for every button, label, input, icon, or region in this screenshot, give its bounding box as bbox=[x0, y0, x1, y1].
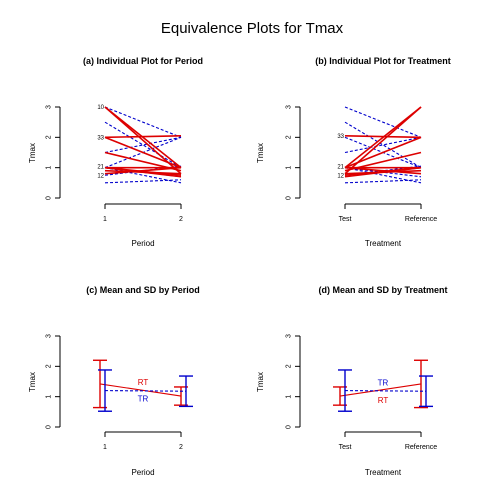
y-tick-label: 1 bbox=[45, 166, 52, 170]
panel-b-xlabel: Treatment bbox=[365, 239, 402, 248]
panel-a: (a) Individual Plot for Period Period Tm… bbox=[28, 56, 203, 248]
series-label-rt: RT bbox=[138, 378, 149, 387]
y-tick-label: 1 bbox=[285, 395, 292, 399]
y-tick-label: 3 bbox=[285, 105, 292, 109]
subject-line-tr bbox=[344, 179, 422, 184]
panel-a-ylabel: Tmax bbox=[28, 143, 37, 163]
x-tick-label: Test bbox=[339, 216, 352, 223]
y-tick-label: 3 bbox=[285, 334, 292, 338]
panel-b: (b) Individual Plot for Treatment Treatm… bbox=[256, 56, 451, 248]
y-tick-label: 2 bbox=[45, 135, 52, 139]
subject-line-tr bbox=[344, 136, 422, 154]
subject-line-rt bbox=[344, 166, 422, 175]
figure-title: Equivalence Plots for Tmax bbox=[161, 20, 344, 37]
panel-b-ylabel: Tmax bbox=[256, 143, 265, 163]
subject-line-rt bbox=[104, 169, 182, 175]
panel-d: (d) Mean and SD by Treatment Treatment T… bbox=[256, 285, 448, 477]
panel-a-title: (a) Individual Plot for Period bbox=[83, 56, 203, 66]
y-tick-label: 2 bbox=[285, 364, 292, 368]
panel-c-ylabel: Tmax bbox=[28, 372, 37, 392]
point-label: 10 bbox=[97, 105, 104, 111]
y-tick-label: 0 bbox=[45, 425, 52, 429]
y-tick-label: 0 bbox=[45, 196, 52, 200]
subject-line-tr bbox=[104, 179, 182, 184]
subject-line-tr bbox=[344, 167, 422, 184]
panel-d-ylabel: Tmax bbox=[256, 372, 265, 392]
y-tick-label: 2 bbox=[285, 135, 292, 139]
mean-line-tr bbox=[104, 390, 187, 392]
panel-d-title: (d) Mean and SD by Treatment bbox=[318, 285, 447, 295]
point-label: 12 bbox=[337, 173, 344, 179]
y-tick-label: 1 bbox=[285, 166, 292, 170]
panel-c-marks: 0 1 2 3 1 2 RT TR bbox=[45, 334, 193, 451]
subject-line-tr bbox=[344, 106, 422, 138]
panel-b-title: (b) Individual Plot for Treatment bbox=[315, 56, 451, 66]
y-tick-label: 3 bbox=[45, 105, 52, 109]
mean-line-rt bbox=[339, 383, 422, 397]
panel-a-xlabel: Period bbox=[131, 239, 154, 248]
x-tick-label: 1 bbox=[103, 216, 107, 223]
subject-line-rt bbox=[344, 169, 422, 175]
point-label: 33 bbox=[337, 134, 344, 140]
y-tick-label: 0 bbox=[285, 196, 292, 200]
y-tick-label: 1 bbox=[45, 395, 52, 399]
y-tick-label: 3 bbox=[45, 334, 52, 338]
point-label: 21 bbox=[97, 164, 104, 170]
subject-line-rt bbox=[104, 166, 182, 175]
point-label: 21 bbox=[337, 164, 344, 170]
subject-line-tr bbox=[104, 167, 182, 184]
panel-c-xlabel: Period bbox=[131, 468, 154, 477]
x-tick-label: 2 bbox=[179, 444, 183, 451]
panel-c: (c) Mean and SD by Period Period Tmax 0 1… bbox=[28, 285, 200, 477]
panel-c-title: (c) Mean and SD by Period bbox=[86, 285, 200, 295]
subject-line-tr bbox=[104, 106, 182, 138]
series-label-tr: TR bbox=[138, 395, 149, 404]
y-tick-label: 0 bbox=[285, 425, 292, 429]
subject-line-rt bbox=[104, 135, 182, 139]
x-tick-label: Reference bbox=[405, 444, 437, 451]
mean-line-tr bbox=[344, 390, 427, 392]
point-label: 33 bbox=[97, 135, 104, 141]
x-tick-label: 2 bbox=[179, 216, 183, 223]
subject-line-rt bbox=[104, 136, 182, 169]
y-tick-label: 2 bbox=[45, 364, 52, 368]
subject-line-tr bbox=[104, 136, 182, 154]
x-tick-label: 1 bbox=[103, 444, 107, 451]
subject-line-rt bbox=[344, 135, 422, 139]
subject-line-tr bbox=[104, 165, 182, 176]
series-label-rt: RT bbox=[378, 396, 389, 405]
x-tick-label: Reference bbox=[405, 216, 437, 223]
series-label-tr: TR bbox=[378, 379, 389, 388]
point-label: 12 bbox=[97, 173, 104, 179]
x-tick-label: Test bbox=[339, 444, 352, 451]
panel-d-marks: 0 1 2 3 Test Reference RT TR bbox=[285, 334, 437, 451]
panel-d-xlabel: Treatment bbox=[365, 468, 402, 477]
subject-line-rt bbox=[344, 136, 422, 169]
mean-line-rt bbox=[99, 383, 182, 397]
